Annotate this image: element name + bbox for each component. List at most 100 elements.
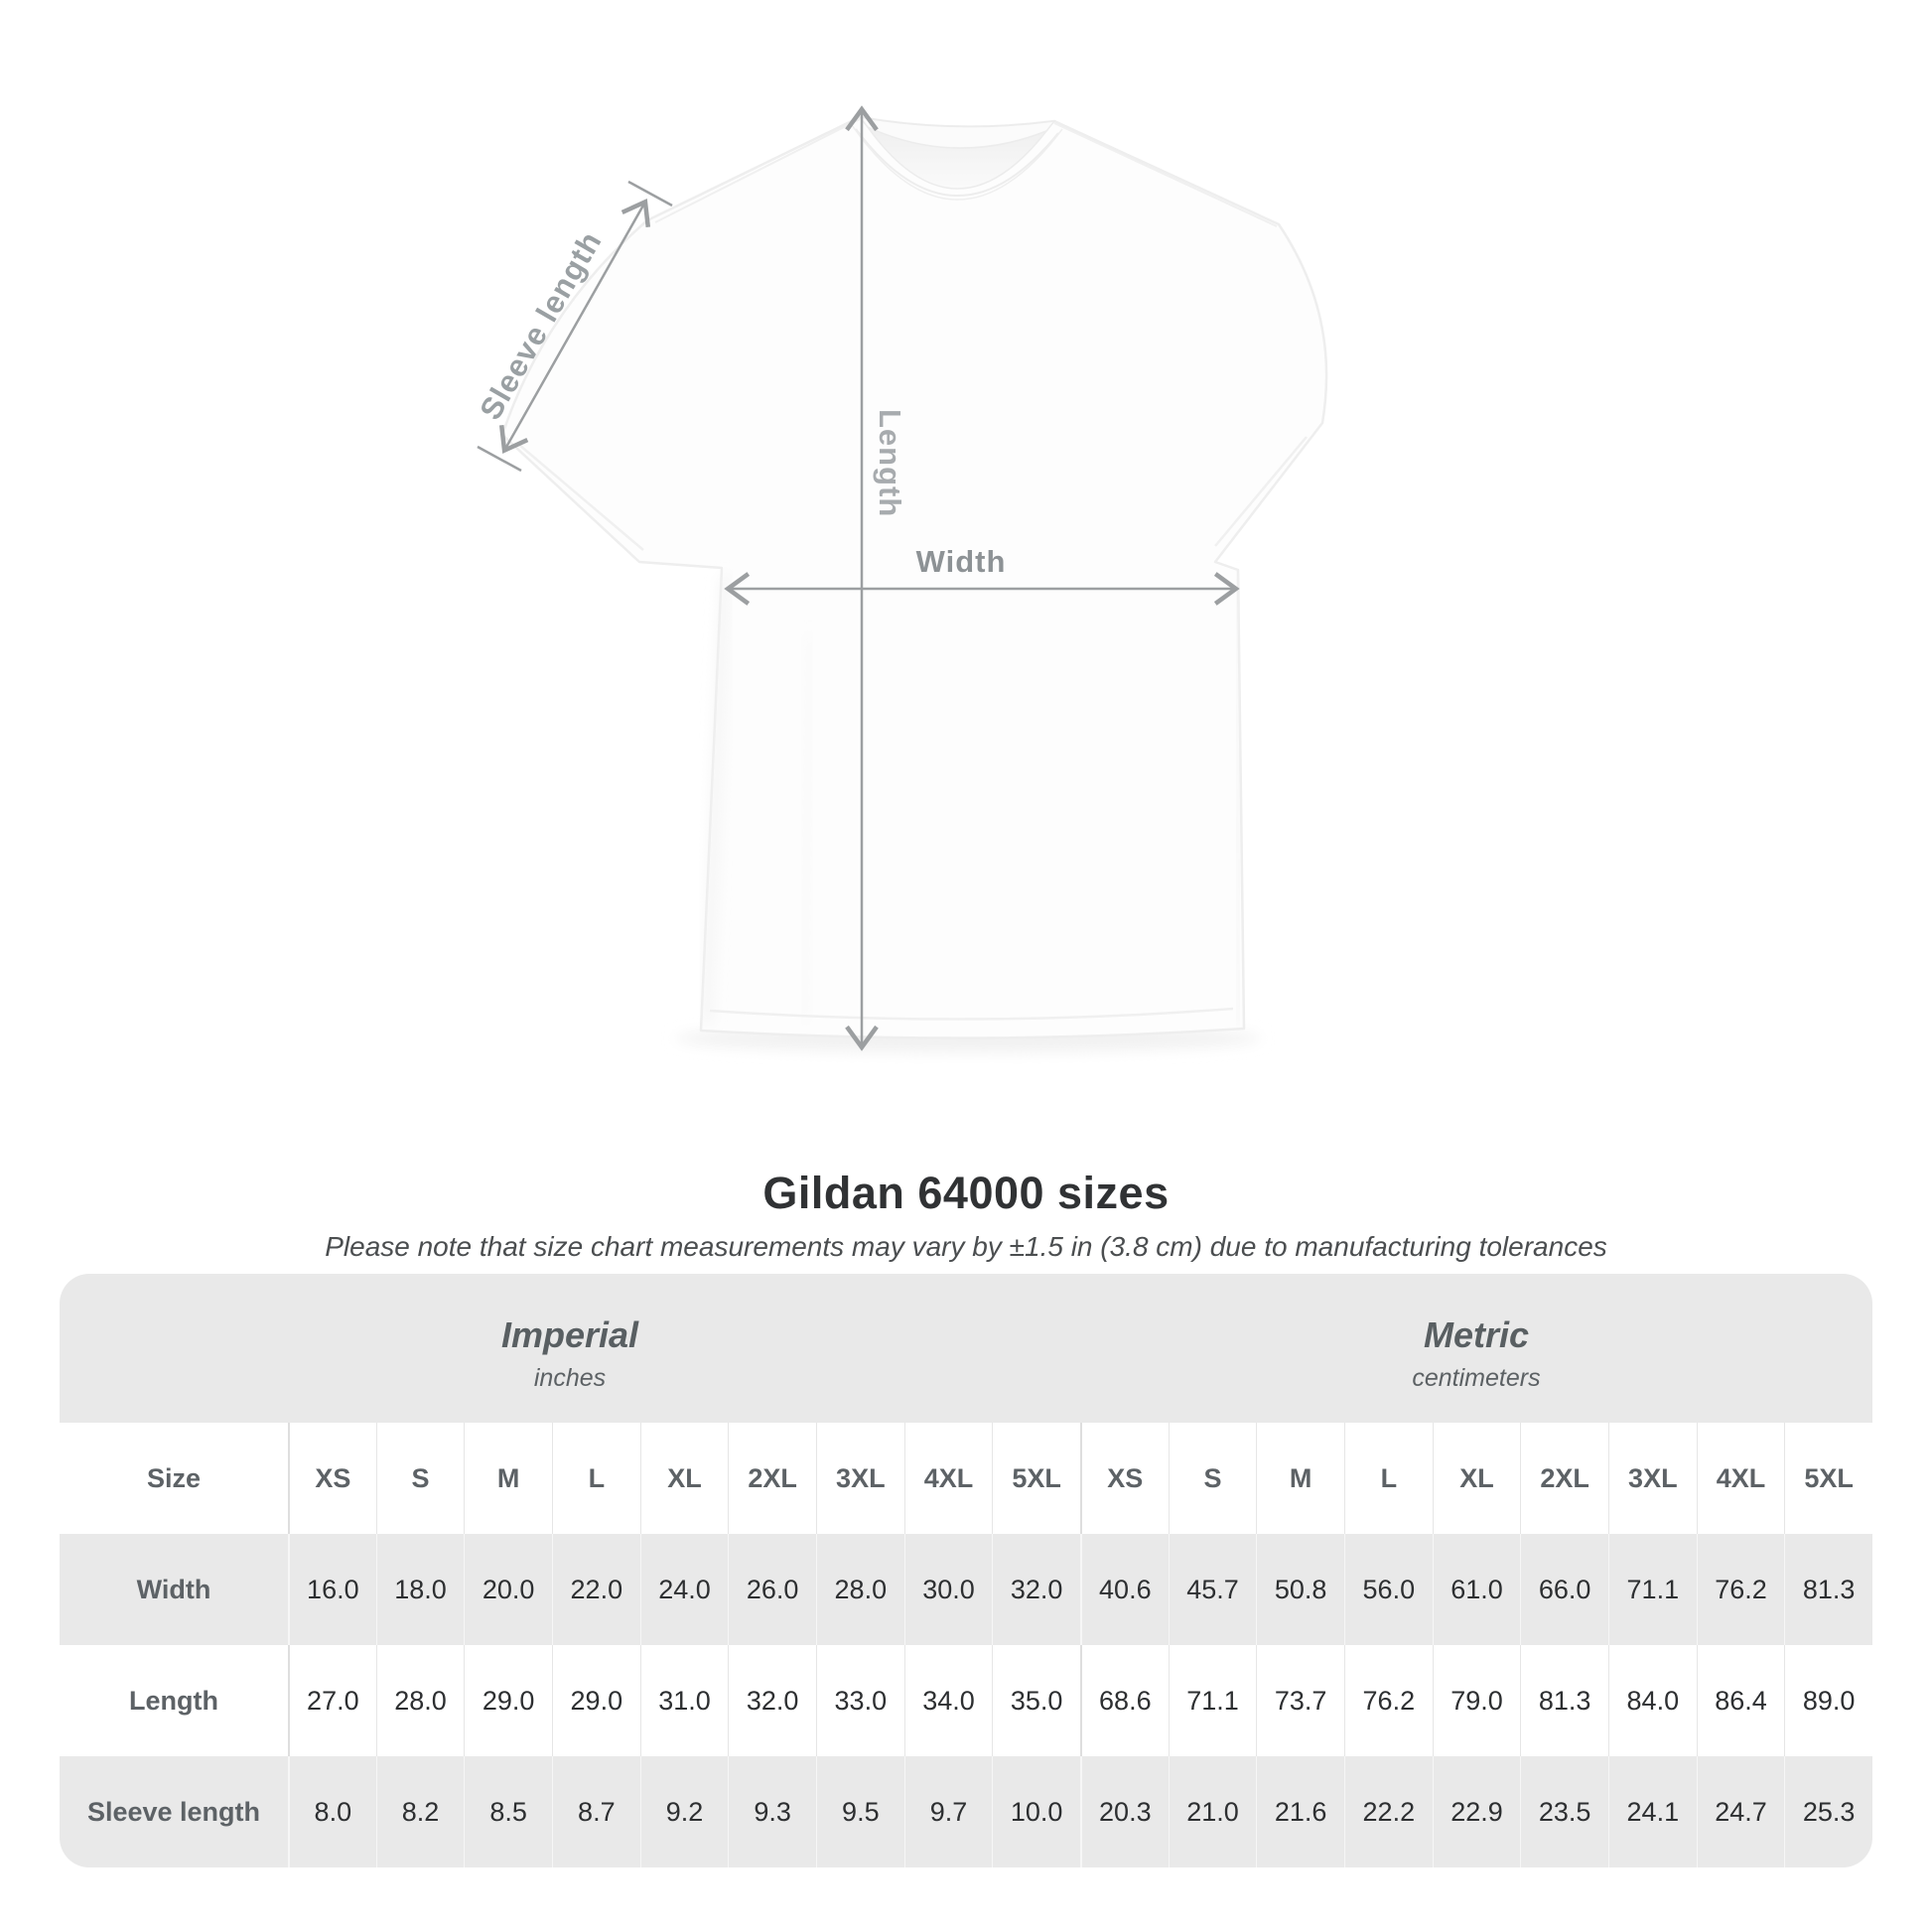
imperial-value: 28.0 xyxy=(815,1534,904,1645)
imperial-value: 32.0 xyxy=(992,1534,1080,1645)
metric-value: 71.1 xyxy=(1168,1645,1257,1756)
left-shoulder-seam xyxy=(654,118,861,223)
width-row-label: Width xyxy=(60,1534,288,1645)
size-column-header: S xyxy=(375,1423,465,1534)
tshirt-diagram: Sleeve length Length Width xyxy=(473,105,1328,1052)
page-title: Gildan 64000 sizes xyxy=(762,1168,1170,1218)
size-column-header: XL xyxy=(639,1423,729,1534)
imperial-value: 34.0 xyxy=(903,1645,993,1756)
sleeve-length-end-tick xyxy=(477,445,522,473)
imperial-value: 33.0 xyxy=(815,1645,904,1756)
sleeve-length-row-label: Sleeve length xyxy=(60,1756,288,1867)
sleeve-length-arrow xyxy=(498,199,651,454)
size-column-header: M xyxy=(464,1423,552,1534)
size-column-header: L xyxy=(551,1423,640,1534)
metric-value: 50.8 xyxy=(1256,1534,1344,1645)
imperial-value: 24.0 xyxy=(639,1534,729,1645)
metric-value: 68.6 xyxy=(1079,1645,1169,1756)
metric-value: 24.7 xyxy=(1696,1756,1785,1867)
tshirt-image xyxy=(477,105,1328,1052)
size-column-header: 3XL xyxy=(1607,1423,1697,1534)
imperial-unit: inches xyxy=(533,1363,607,1392)
imperial-value: 28.0 xyxy=(375,1645,465,1756)
metric-value: 71.1 xyxy=(1607,1534,1697,1645)
imperial-value: 10.0 xyxy=(992,1756,1080,1867)
size-row-label: Size xyxy=(146,1462,202,1493)
metric-value: 21.0 xyxy=(1168,1756,1257,1867)
size-column-header: 2XL xyxy=(728,1423,816,1534)
size-column-header: S xyxy=(1168,1423,1257,1534)
shirt-body xyxy=(500,115,1328,1039)
size-column-header: 2XL xyxy=(1520,1423,1608,1534)
size-column-header: 5XL xyxy=(1784,1423,1872,1534)
imperial-value: 35.0 xyxy=(992,1645,1080,1756)
right-cuff-stitch xyxy=(1214,436,1308,547)
size-column-header: XS xyxy=(288,1423,376,1534)
metric-value: 89.0 xyxy=(1784,1645,1872,1756)
metric-value: 56.0 xyxy=(1343,1534,1433,1645)
metric-value: 81.3 xyxy=(1520,1645,1608,1756)
metric-value: 22.2 xyxy=(1343,1756,1433,1867)
metric-value: 73.7 xyxy=(1256,1645,1344,1756)
left-cuff-stitch xyxy=(518,444,644,551)
imperial-value: 27.0 xyxy=(288,1645,376,1756)
metric-value: 45.7 xyxy=(1168,1534,1257,1645)
size-column-header: XL xyxy=(1432,1423,1521,1534)
shirt-crease xyxy=(1234,575,1242,1024)
imperial-value: 8.2 xyxy=(375,1756,465,1867)
metric-value: 25.3 xyxy=(1784,1756,1872,1867)
imperial-value: 18.0 xyxy=(375,1534,465,1645)
metric-value: 24.1 xyxy=(1607,1756,1697,1867)
metric-value: 20.3 xyxy=(1079,1756,1169,1867)
metric-value: 81.3 xyxy=(1784,1534,1872,1645)
length-label: Length xyxy=(873,409,907,518)
size-column-header: XS xyxy=(1079,1423,1169,1534)
imperial-title: Imperial xyxy=(500,1313,639,1355)
imperial-value: 8.0 xyxy=(288,1756,376,1867)
metric-value: 86.4 xyxy=(1696,1645,1785,1756)
imperial-value: 20.0 xyxy=(464,1534,552,1645)
metric-value: 66.0 xyxy=(1520,1534,1608,1645)
shirt-crease xyxy=(802,634,812,1022)
imperial-value: 8.5 xyxy=(464,1756,552,1867)
imperial-value: 30.0 xyxy=(903,1534,993,1645)
size-column-header: 5XL xyxy=(992,1423,1080,1534)
metric-section-header: Metric centimeters xyxy=(1079,1274,1872,1423)
size-column-header: M xyxy=(1256,1423,1344,1534)
metric-value: 84.0 xyxy=(1607,1645,1697,1756)
size-column-header: L xyxy=(1343,1423,1433,1534)
shirt-crease xyxy=(703,575,729,1024)
metric-value: 21.6 xyxy=(1256,1756,1344,1867)
metric-value: 79.0 xyxy=(1432,1645,1521,1756)
collar-band xyxy=(858,115,1056,149)
imperial-value: 32.0 xyxy=(728,1645,816,1756)
metric-value: 61.0 xyxy=(1432,1534,1521,1645)
imperial-value: 16.0 xyxy=(288,1534,376,1645)
metric-value: 40.6 xyxy=(1079,1534,1169,1645)
imperial-value: 31.0 xyxy=(639,1645,729,1756)
collar-stitch xyxy=(851,124,1063,201)
metric-value: 76.2 xyxy=(1696,1534,1785,1645)
imperial-value: 8.7 xyxy=(551,1756,640,1867)
imperial-value: 22.0 xyxy=(551,1534,640,1645)
metric-value: 23.5 xyxy=(1520,1756,1608,1867)
sleeve-length-end-tick xyxy=(627,180,673,207)
imperial-value: 29.0 xyxy=(551,1645,640,1756)
imperial-value: 9.7 xyxy=(903,1756,993,1867)
metric-value: 22.9 xyxy=(1432,1756,1521,1867)
page-subtitle: Please note that size chart measurements… xyxy=(325,1231,1607,1262)
imperial-value: 9.2 xyxy=(639,1756,729,1867)
imperial-value: 9.3 xyxy=(728,1756,816,1867)
right-shoulder-seam xyxy=(1053,122,1278,227)
width-label: Width xyxy=(915,544,1007,579)
imperial-value: 26.0 xyxy=(728,1534,816,1645)
collar-stitch xyxy=(855,128,1059,197)
hem-stitch xyxy=(709,1007,1234,1021)
metric-unit: centimeters xyxy=(1412,1363,1541,1392)
length-row-label: Length xyxy=(129,1685,218,1716)
size-table: Imperial inches Metric centimeters Size X… xyxy=(60,1274,1872,1867)
imperial-value: 9.5 xyxy=(815,1756,904,1867)
size-column-header: 3XL xyxy=(815,1423,904,1534)
size-column-header: 4XL xyxy=(1696,1423,1785,1534)
